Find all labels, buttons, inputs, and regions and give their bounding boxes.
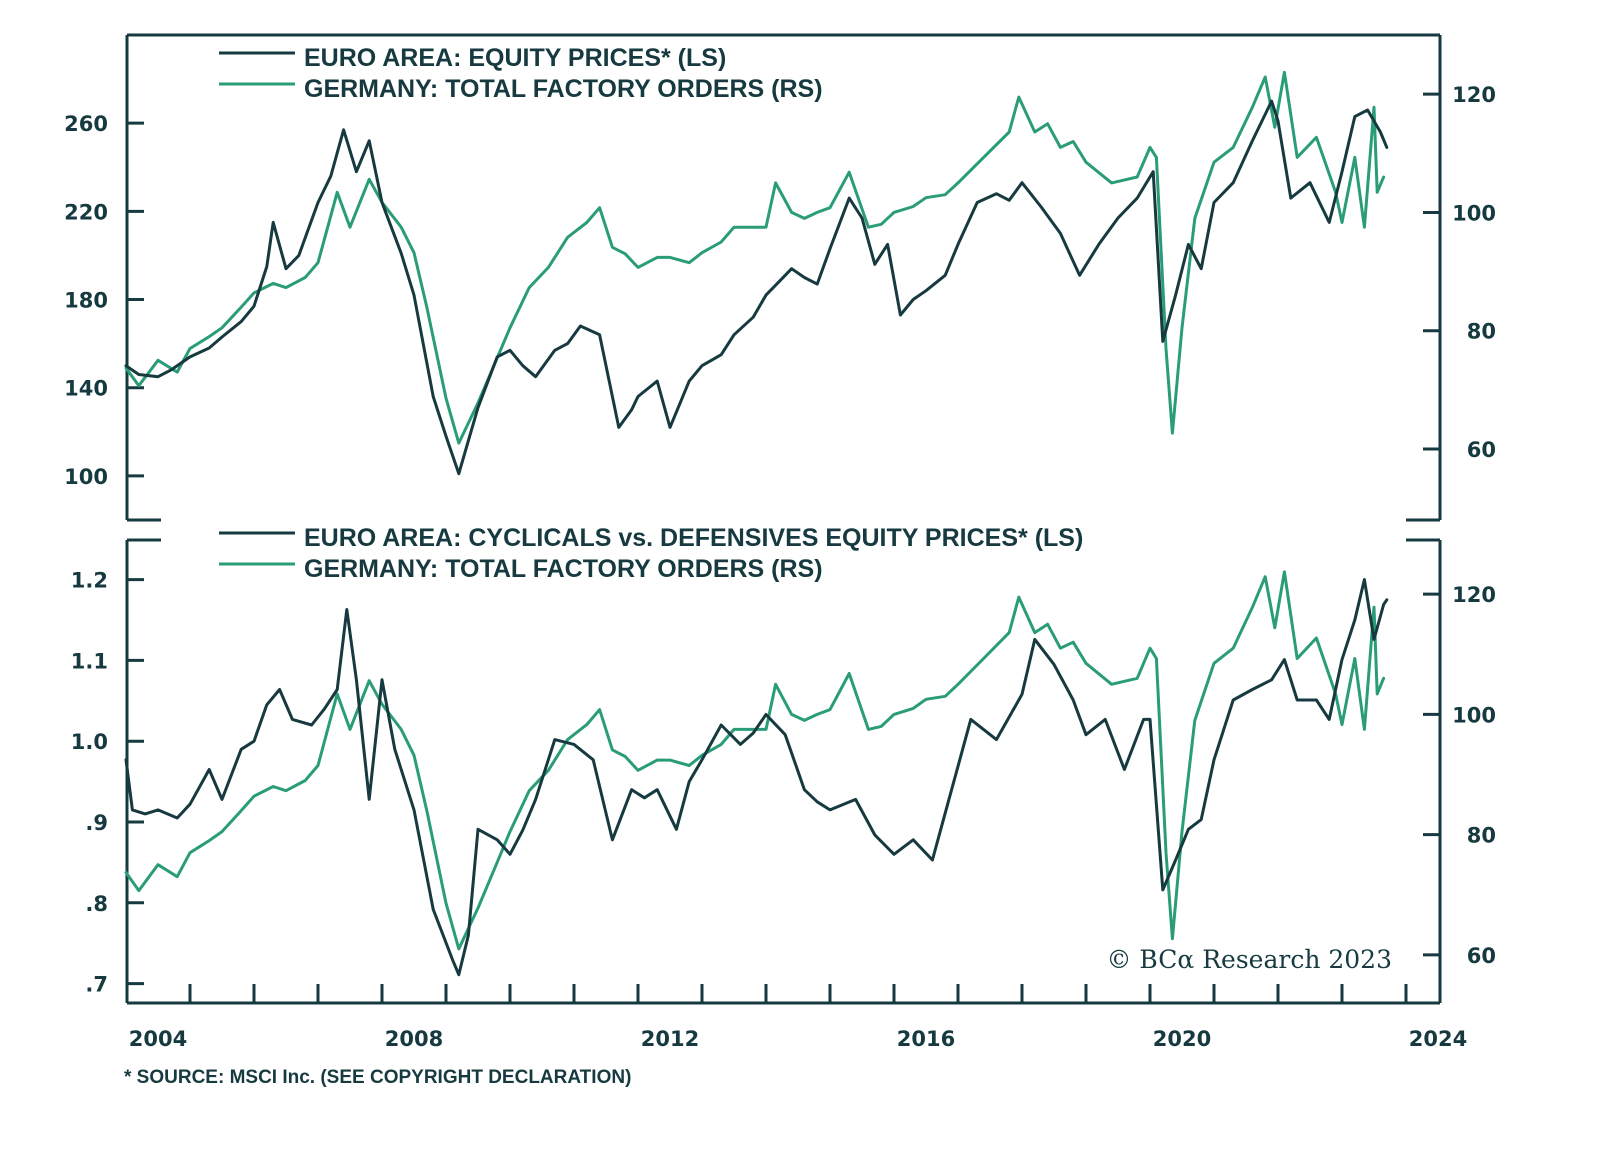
x-tick-label: 2008 <box>385 1027 443 1051</box>
left-tick-label: 220 <box>64 200 108 224</box>
top-legend: EURO AREA: EQUITY PRICES* (LS) GERMANY: … <box>219 44 823 103</box>
bottom-legend: EURO AREA: CYCLICALS vs. DEFENSIVES EQUI… <box>219 524 1083 583</box>
x-tick-label: 2016 <box>897 1027 955 1051</box>
right-tick-label: 100 <box>1452 703 1496 727</box>
bottom-series-group <box>124 570 1389 977</box>
top-series-group <box>124 70 1389 476</box>
x-axis-ticks <box>188 984 1408 1003</box>
bottom-legend-label-orders: GERMANY: TOTAL FACTORY ORDERS (RS) <box>304 555 823 583</box>
left-tick-label: 1.1 <box>71 649 108 673</box>
top-legend-label-equity: EURO AREA: EQUITY PRICES* (LS) <box>304 44 726 72</box>
series-line-ls <box>124 578 1389 977</box>
left-tick-label: 180 <box>64 289 108 313</box>
left-tick-label: .7 <box>85 973 108 997</box>
right-tick-label: 80 <box>1467 320 1496 344</box>
left-tick-label: 1.0 <box>71 730 108 754</box>
watermark-copyright: © BCα Research 2023 <box>1106 945 1392 974</box>
x-tick-label: 2012 <box>641 1027 699 1051</box>
source-footnote: * SOURCE: MSCI Inc. (SEE COPYRIGHT DECLA… <box>124 1067 631 1088</box>
left-tick-label: 100 <box>64 465 108 489</box>
top-left-axis-ticks: 100 140 180 220 260 <box>64 112 144 489</box>
top-legend-label-orders: GERMANY: TOTAL FACTORY ORDERS (RS) <box>304 75 823 103</box>
left-tick-label: 1.2 <box>71 569 108 593</box>
bottom-panel: .7 .8 .9 1.0 1.1 1.2 60 80 100 120 EURO AREA: CY… <box>71 524 1496 1005</box>
x-tick-label: 2020 <box>1153 1027 1211 1051</box>
series-line-ls <box>124 99 1389 476</box>
series-line-rs <box>124 70 1386 445</box>
left-tick-label: 140 <box>64 377 108 401</box>
right-tick-label: 120 <box>1452 583 1496 607</box>
left-tick-label: 260 <box>64 112 108 136</box>
left-tick-label: .9 <box>85 811 108 835</box>
top-right-axis-ticks: 60 80 100 120 <box>1423 83 1496 462</box>
right-tick-label: 120 <box>1452 83 1496 107</box>
right-tick-label: 80 <box>1467 824 1496 848</box>
bottom-legend-label-cyclicals: EURO AREA: CYCLICALS vs. DEFENSIVES EQUI… <box>304 524 1083 552</box>
right-tick-label: 60 <box>1467 944 1496 968</box>
x-tick-label: 2004 <box>129 1027 187 1051</box>
right-tick-label: 60 <box>1467 438 1496 462</box>
left-tick-label: .8 <box>85 892 108 916</box>
series-line-rs <box>124 570 1386 951</box>
bottom-left-axis-ticks: .7 .8 .9 1.0 1.1 1.2 <box>71 569 144 997</box>
x-axis-labels: 2004 2008 2012 2016 2020 2024 <box>129 1027 1467 1051</box>
right-tick-label: 100 <box>1452 201 1496 225</box>
top-panel: 100 140 180 220 260 60 80 100 120 EURO AREA: EQ… <box>64 33 1496 522</box>
bottom-right-axis-ticks: 60 80 100 120 <box>1423 583 1496 968</box>
x-tick-label: 2024 <box>1409 1027 1467 1051</box>
